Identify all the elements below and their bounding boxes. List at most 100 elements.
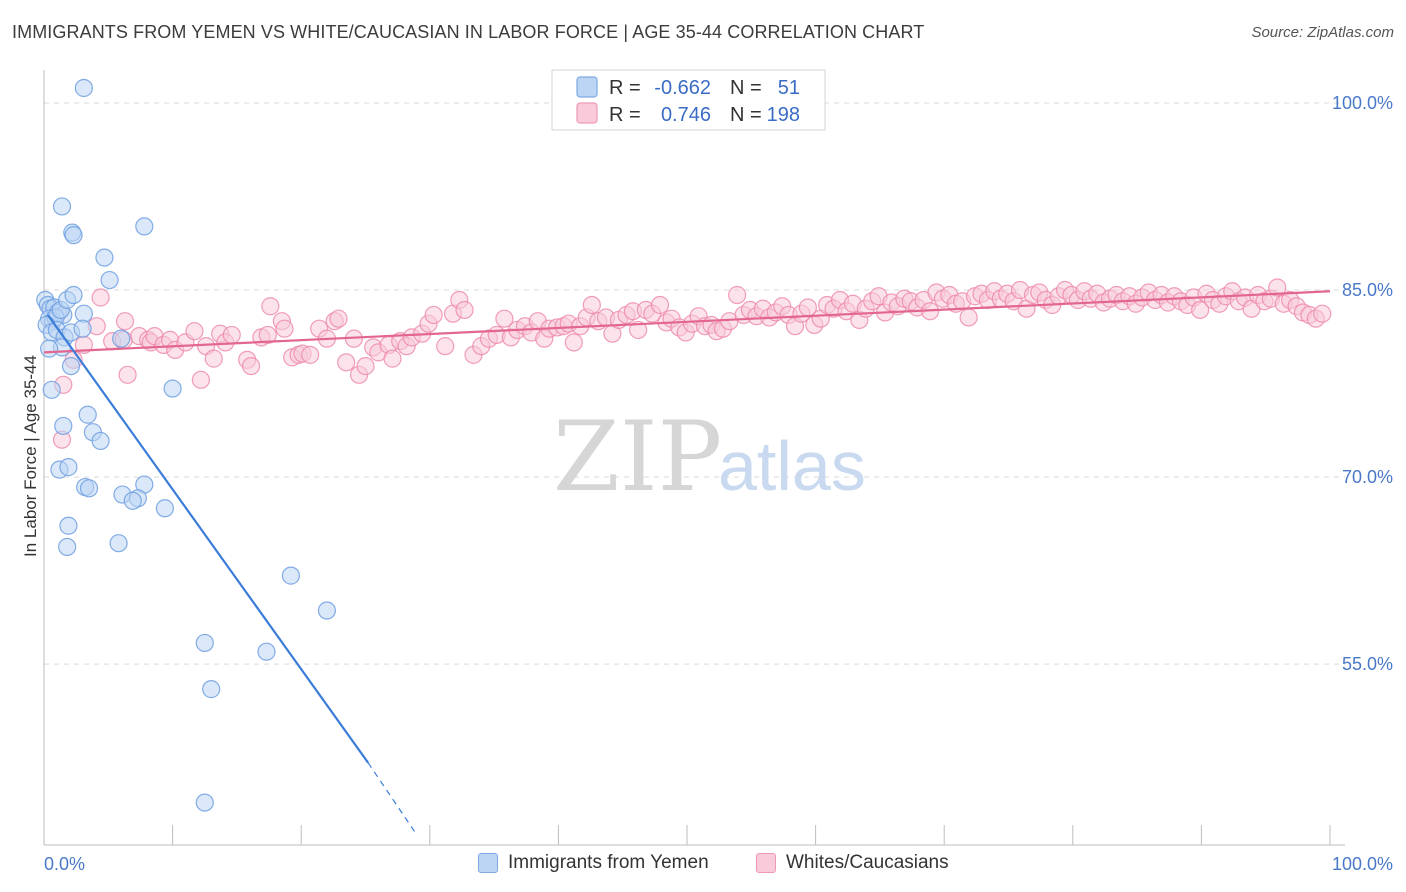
point-whites-28: [258, 325, 277, 345]
grid-lines: [44, 102, 1345, 665]
point-yemen-45: [59, 516, 78, 535]
y-tick-label-2: 85.0%: [1342, 280, 1393, 300]
point-whites-19: [191, 370, 210, 389]
point-whites-40: [337, 353, 356, 372]
chart-source: Source: ZipAtlas.com: [1251, 24, 1394, 41]
chart-title: IMMIGRANTS FROM YEMEN VS WHITE/CAUCASIAN…: [12, 22, 925, 42]
point-whites-29: [261, 297, 280, 316]
y-axis-label: In Labor Force | Age 35-44: [21, 355, 40, 557]
point-yemen-39: [79, 479, 99, 498]
point-whites-26: [241, 356, 261, 376]
series-legend: Immigrants from Yemen Whites/Caucasians: [0, 852, 1406, 878]
point-whites-21: [204, 349, 223, 368]
point-yemen-47: [109, 534, 128, 553]
point-yemen-33: [54, 416, 73, 436]
point-whites-83: [629, 320, 648, 340]
legend-r-value-2: 0.746: [661, 104, 711, 126]
trend-line-yemen: [46, 314, 369, 764]
point-yemen-50: [195, 633, 214, 653]
legend-n-value-2: 198: [767, 104, 800, 126]
trend-lines: [43, 290, 1331, 836]
legend-label-whites: Whites/Caucasians: [786, 852, 949, 873]
point-yemen-31: [163, 379, 182, 398]
point-whites-73: [564, 333, 583, 352]
point-yemen-30: [42, 380, 61, 399]
point-yemen-1: [52, 197, 72, 216]
point-yemen-0: [74, 78, 93, 98]
point-yemen-5: [95, 248, 114, 267]
y-tick-labels: 55.0% 70.0% 85.0% 100.0%: [1332, 93, 1393, 674]
legend-swatch-yemen: [478, 853, 498, 873]
series-whites-points: [52, 278, 1332, 449]
point-yemen-3: [64, 226, 83, 245]
axes: [43, 70, 1345, 846]
watermark: ZIP atlas: [553, 401, 866, 513]
legend-item-yemen[interactable]: Immigrants from Yemen: [478, 852, 709, 874]
x-tick-labels: 0.0% 100.0%: [44, 854, 1393, 874]
point-whites-35: [301, 345, 320, 364]
point-yemen-35: [91, 431, 110, 451]
point-whites-53: [424, 305, 443, 325]
point-yemen-51: [257, 642, 276, 661]
point-yemen-28: [40, 339, 59, 358]
point-whites-39: [329, 309, 348, 328]
point-whites-62: [495, 309, 514, 328]
legend-swatch-whites: [756, 853, 776, 873]
watermark-atlas: atlas: [718, 427, 866, 505]
point-whites-189: [1313, 304, 1332, 323]
legend-swatch-pink: [576, 102, 598, 124]
point-whites-24: [222, 325, 241, 345]
point-whites-134: [959, 308, 978, 327]
point-yemen-25: [73, 319, 92, 338]
correlation-legend: R = -0.662 N = 51 R = 0.746 N = 198: [551, 69, 826, 131]
point-yemen-43: [123, 491, 142, 510]
point-whites-8: [115, 312, 135, 331]
y-tick-label-3: 100.0%: [1332, 93, 1393, 113]
legend-r-value-1: -0.662: [654, 77, 711, 99]
point-whites-47: [383, 349, 402, 368]
point-yemen-37: [59, 458, 78, 477]
point-whites-9: [118, 365, 137, 384]
point-whites-98: [728, 285, 747, 305]
legend-n-value-1: 51: [778, 77, 800, 99]
point-whites-170: [1191, 300, 1210, 320]
point-whites-57: [455, 300, 474, 320]
point-whites-182: [1268, 278, 1287, 297]
legend-r-label-2: R =: [609, 104, 641, 126]
series-yemen-points: [36, 78, 337, 812]
point-yemen-18: [64, 285, 83, 305]
point-yemen-53: [195, 793, 214, 812]
point-yemen-6: [100, 270, 119, 290]
point-whites-43: [356, 356, 375, 376]
legend-n-label-1: N =: [730, 77, 762, 99]
point-yemen-26: [112, 329, 131, 348]
point-whites-86: [650, 295, 670, 315]
point-whites-31: [275, 319, 294, 338]
watermark-zip: ZIP: [553, 401, 722, 513]
legend-r-label-1: R =: [609, 77, 641, 99]
point-yemen-52: [202, 680, 221, 699]
legend-label-yemen: Immigrants from Yemen: [508, 852, 709, 873]
legend-item-whites[interactable]: Whites/Caucasians: [756, 852, 949, 874]
point-yemen-46: [58, 537, 77, 557]
trend-line-whites: [43, 290, 1331, 354]
point-whites-54: [436, 337, 455, 356]
point-whites-18: [185, 322, 204, 341]
point-yemen-44: [155, 499, 174, 518]
trend-line-yemen-extension: [367, 762, 418, 836]
point-whites-76: [582, 295, 601, 315]
point-yemen-49: [317, 601, 337, 620]
point-yemen-19: [74, 304, 93, 323]
point-yemen-48: [281, 566, 301, 585]
y-tick-label-0: 55.0%: [1342, 654, 1393, 674]
legend-n-label-2: N =: [730, 104, 762, 126]
point-yemen-29: [61, 356, 81, 376]
y-tick-label-1: 70.0%: [1342, 467, 1393, 487]
legend-swatch-blue: [576, 76, 598, 98]
x-tick-label-1: 100.0%: [1332, 854, 1393, 874]
point-yemen-32: [78, 405, 97, 424]
x-tick-label-0: 0.0%: [44, 854, 85, 874]
point-whites-5: [91, 288, 110, 307]
point-yemen-4: [135, 217, 154, 236]
